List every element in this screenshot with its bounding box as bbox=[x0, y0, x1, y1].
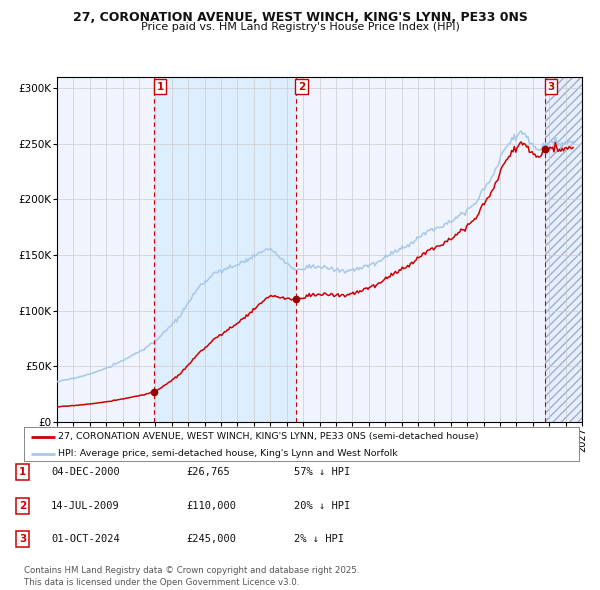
Text: 14-JUL-2009: 14-JUL-2009 bbox=[51, 501, 120, 510]
Text: £26,765: £26,765 bbox=[186, 467, 230, 477]
Text: £245,000: £245,000 bbox=[186, 535, 236, 544]
Text: 2% ↓ HPI: 2% ↓ HPI bbox=[294, 535, 344, 544]
Text: HPI: Average price, semi-detached house, King's Lynn and West Norfolk: HPI: Average price, semi-detached house,… bbox=[58, 450, 398, 458]
Text: 27, CORONATION AVENUE, WEST WINCH, KING'S LYNN, PE33 0NS (semi-detached house): 27, CORONATION AVENUE, WEST WINCH, KING'… bbox=[58, 432, 479, 441]
Text: 01-OCT-2024: 01-OCT-2024 bbox=[51, 535, 120, 544]
Text: 20% ↓ HPI: 20% ↓ HPI bbox=[294, 501, 350, 510]
Bar bbox=[154, 77, 296, 422]
Bar bbox=[545, 77, 582, 422]
Text: 1: 1 bbox=[157, 82, 164, 92]
Text: 57% ↓ HPI: 57% ↓ HPI bbox=[294, 467, 350, 477]
Text: 27, CORONATION AVENUE, WEST WINCH, KING'S LYNN, PE33 0NS: 27, CORONATION AVENUE, WEST WINCH, KING'… bbox=[73, 11, 527, 24]
Text: £110,000: £110,000 bbox=[186, 501, 236, 510]
Text: 3: 3 bbox=[19, 535, 26, 544]
Bar bbox=[545, 77, 582, 422]
Text: Contains HM Land Registry data © Crown copyright and database right 2025.
This d: Contains HM Land Registry data © Crown c… bbox=[24, 566, 359, 587]
Text: 2: 2 bbox=[19, 501, 26, 510]
Text: 3: 3 bbox=[548, 82, 555, 92]
Text: 04-DEC-2000: 04-DEC-2000 bbox=[51, 467, 120, 477]
Text: 1: 1 bbox=[19, 467, 26, 477]
Text: Price paid vs. HM Land Registry's House Price Index (HPI): Price paid vs. HM Land Registry's House … bbox=[140, 22, 460, 32]
Text: 2: 2 bbox=[298, 82, 305, 92]
